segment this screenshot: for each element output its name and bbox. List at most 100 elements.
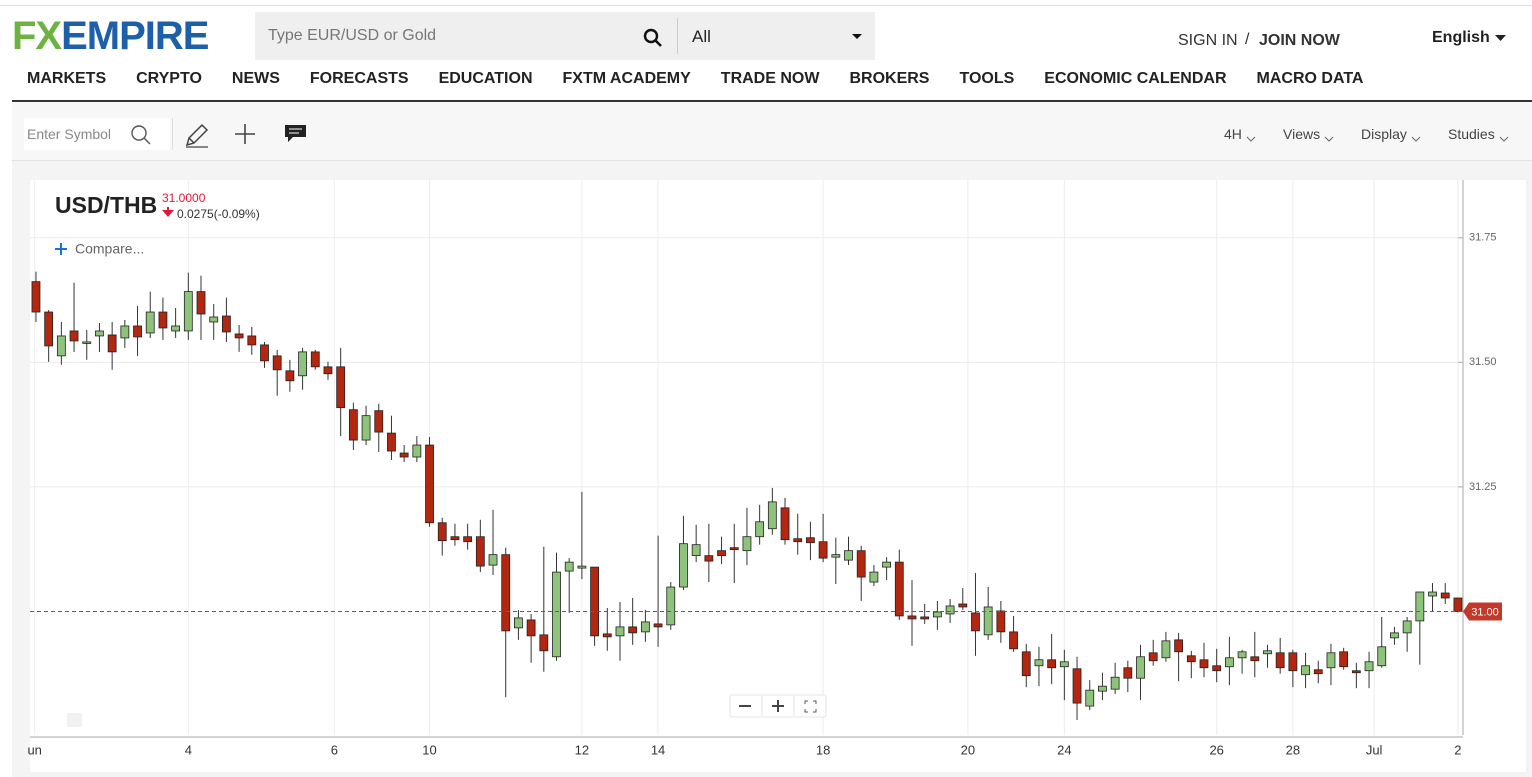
language-caret xyxy=(1495,35,1506,41)
nav-item[interactable]: FORECASTS xyxy=(309,70,409,87)
last-price-tag xyxy=(1463,602,1502,621)
candle-body xyxy=(577,565,587,569)
nav-item[interactable]: NEWS xyxy=(231,70,280,87)
language[interactable]: English xyxy=(1432,29,1490,46)
x-tick-label: Jul xyxy=(1366,742,1383,757)
grid xyxy=(30,180,1463,735)
candle-body xyxy=(564,561,574,572)
comment-icon[interactable] xyxy=(284,124,308,144)
candle-body xyxy=(31,281,41,313)
compare-button[interactable]: Compare... xyxy=(55,241,144,257)
candle-body xyxy=(1377,646,1387,667)
candle-body xyxy=(501,554,511,632)
x-tick-label: 26 xyxy=(1209,742,1223,757)
nav-item[interactable]: EDUCATION xyxy=(438,70,533,87)
candle-body xyxy=(95,330,104,337)
candle-body xyxy=(1021,651,1031,677)
search-placeholder: Type EUR/USD or Gold xyxy=(268,27,437,44)
nav-item[interactable]: FXTM ACADEMY xyxy=(562,70,691,87)
scope-select[interactable]: All xyxy=(692,27,711,46)
candle-body xyxy=(1263,650,1272,655)
candle-body xyxy=(640,621,650,633)
toolbar-menu[interactable]: 4H xyxy=(1224,126,1242,142)
candle-body xyxy=(691,544,701,557)
candle-body xyxy=(958,603,968,608)
symbol-search-icon[interactable] xyxy=(130,124,152,146)
candle-body xyxy=(1428,591,1437,597)
down-arrow xyxy=(162,207,174,217)
compare-label: Compare... xyxy=(75,241,144,257)
candle-body xyxy=(882,561,892,568)
nav-item[interactable]: TRADE NOW xyxy=(720,70,820,87)
candle-body xyxy=(983,606,993,636)
add-icon[interactable] xyxy=(234,123,256,145)
caret xyxy=(852,34,862,39)
chevron xyxy=(1499,136,1509,142)
x-tick-label: un xyxy=(27,742,41,757)
nav-item[interactable]: BROKERS xyxy=(849,70,930,87)
candle-body xyxy=(1186,655,1196,663)
candle-body xyxy=(387,432,396,452)
candle-body xyxy=(831,554,841,558)
symbol-input[interactable]: Enter Symbol xyxy=(24,118,170,150)
toolbar-menu[interactable]: Views xyxy=(1283,126,1321,142)
candle-body xyxy=(920,616,930,620)
candle-body xyxy=(348,409,358,441)
candle-body xyxy=(463,536,473,543)
candle-body xyxy=(399,452,409,458)
candle-body xyxy=(1174,639,1184,653)
candle-body xyxy=(222,315,231,333)
candle-body xyxy=(615,626,625,637)
sign-in[interactable]: SIGN IN xyxy=(1178,32,1238,49)
candle-body xyxy=(1123,667,1133,679)
candle-body xyxy=(361,415,371,441)
nav-item[interactable]: TOOLS xyxy=(959,70,1015,87)
candle-body xyxy=(1059,661,1069,668)
logo[interactable]: FXEMPIRE xyxy=(12,14,209,59)
search-icon[interactable] xyxy=(643,28,663,48)
x-tick-label: 14 xyxy=(651,742,665,757)
candle-body xyxy=(133,325,142,338)
x-tick-label: 4 xyxy=(185,742,192,757)
candle-body xyxy=(1085,689,1095,707)
fullscreen[interactable] xyxy=(804,700,817,713)
chevron xyxy=(1411,136,1421,142)
nav-item[interactable]: MARKETS xyxy=(27,70,107,87)
candle-body xyxy=(1301,665,1310,676)
candle-body xyxy=(1402,620,1412,634)
candle-body xyxy=(806,537,815,544)
candle-body xyxy=(107,334,117,353)
toolbar-menu[interactable]: Studies xyxy=(1448,126,1495,142)
nav-item[interactable]: ECONOMIC CALENDAR xyxy=(1044,70,1227,87)
toolbar-menu[interactable]: Display xyxy=(1361,126,1407,142)
x-tick-label: 20 xyxy=(961,742,975,757)
candle-body xyxy=(158,311,168,329)
candle-body xyxy=(1224,657,1234,668)
candle-body xyxy=(82,341,92,344)
nav-item[interactable]: MACRO DATA xyxy=(1256,70,1364,87)
x-tick-label: 28 xyxy=(1286,742,1300,757)
candle-body xyxy=(425,444,434,524)
candle-body xyxy=(526,619,536,637)
candle-body xyxy=(1136,656,1145,679)
candle-body xyxy=(260,344,269,362)
candle-body xyxy=(1415,591,1425,622)
candle-body xyxy=(1364,661,1374,672)
join-now[interactable]: JOIN NOW xyxy=(1259,32,1340,49)
zoom-in[interactable] xyxy=(772,700,784,712)
candle-body xyxy=(120,325,130,339)
candle-body xyxy=(1098,685,1107,692)
search-box[interactable]: Type EUR/USD or Gold All xyxy=(255,12,875,60)
nav-item[interactable]: CRYPTO xyxy=(136,70,202,87)
candle-body xyxy=(1237,651,1247,659)
candle-body xyxy=(1275,652,1285,669)
candles xyxy=(31,271,1463,721)
x-tick-label: 6 xyxy=(331,742,338,757)
candle-body xyxy=(590,566,599,637)
draw-icon[interactable] xyxy=(184,122,210,148)
candle-body xyxy=(285,370,295,382)
candle-body xyxy=(1453,597,1463,612)
candle-body xyxy=(171,325,181,332)
candle-body xyxy=(1390,632,1399,639)
